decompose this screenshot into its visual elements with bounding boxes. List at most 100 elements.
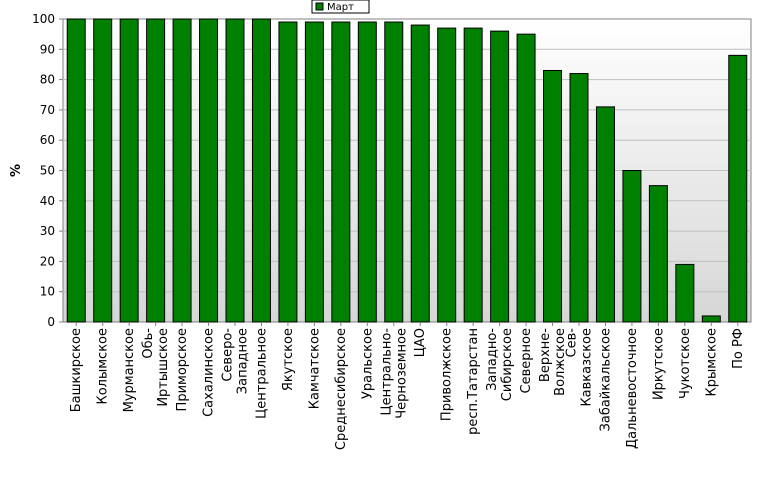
x-tick-label-line: Приморское [175,328,190,411]
x-tick-label: Забайкальское [598,328,613,431]
bar [648,185,668,323]
x-tick-label-line: Башкирское [69,328,84,412]
bar [278,21,298,323]
x-tick-label-line: Забайкальское [598,328,613,431]
x-tick-label: Приволжское [440,328,455,421]
bar [199,18,219,323]
x-tick-label: респ.Татарстан [466,328,481,435]
x-tick-label: Среднесибирское [334,328,349,450]
x-tick-label-line: Волжское [553,328,568,396]
x-tick-label: Крымское [704,328,719,397]
legend-label: Март [327,2,354,13]
y-tick-label: 40 [40,194,55,208]
bar [675,263,695,323]
x-tick-label: Верхне- Волжское [538,328,568,396]
bar [146,18,166,323]
x-tick-label-line: Уральское [360,328,375,399]
y-tick-label: 0 [47,315,55,329]
x-tick-label-line: Черноземное [394,328,409,419]
y-tick-label: 90 [40,42,55,56]
x-tick-label: Иркутское [651,328,666,400]
x-tick-label-line: респ.Татарстан [466,328,481,435]
bar [437,27,457,323]
x-tick-label: Северное [519,328,534,393]
bar [251,18,271,323]
bar [304,21,324,323]
legend-box [311,0,370,14]
x-tick-label-line: Центрально- [379,328,394,416]
y-tick-label: 70 [40,103,55,117]
y-tick-label: 10 [40,285,55,299]
x-axis-labels: Башкирское Колымское Мурманское Обь- Иртышск… [69,322,746,450]
x-tick-label: Центральное [254,328,269,419]
x-tick-label-line: Кавказское [580,328,595,407]
x-tick-label: Башкирское [69,328,84,412]
x-tick-label-line: Якутское [281,328,296,391]
y-tick-label: 30 [40,224,55,238]
x-tick-label: Якутское [281,328,296,391]
x-tick-label-line: Колымское [96,328,111,405]
x-tick-label: Сев- Кавказское [565,328,595,407]
bar [463,27,483,323]
x-tick-label: По РФ [731,328,746,369]
x-tick-label-line: Среднесибирское [334,328,349,450]
y-tick-label: 50 [40,164,55,178]
x-tick-label-line: Сибирское [500,328,515,401]
y-axis-ticks: 0 10 20 30 40 50 60 70 80 90 100 [32,12,63,329]
x-tick-label: Колымское [96,328,111,405]
x-tick-label-line: Верхне- [538,328,553,382]
legend-swatch [315,2,324,11]
x-tick-label-line: Обь- [141,328,156,359]
x-tick-label-line: Западное [236,328,251,394]
x-tick-label-line: Крымское [704,328,719,397]
x-tick-label-line: Мурманское [122,328,137,412]
x-tick-label: Дальневосточное [625,328,640,449]
y-tick-label: 80 [40,73,55,87]
bar [595,106,615,323]
x-tick-label-line: Сев- [565,328,580,358]
bar [728,54,748,323]
y-tick-label: 100 [32,12,55,26]
x-tick-label: Уральское [360,328,375,399]
bar [93,18,113,323]
bar [119,18,139,323]
x-tick-label-line: Приволжское [440,328,455,421]
x-tick-label-line: Северное [519,328,534,393]
x-tick-label-line: Центральное [254,328,269,419]
x-tick-label-line: Иртышское [156,328,171,407]
x-tick-label-line: Северо- [221,328,236,382]
bar [569,73,589,323]
x-tick-label: Чукотское [678,328,693,399]
x-tick-label-line: Сахалинское [202,328,217,417]
x-tick-label-line: Чукотское [678,328,693,399]
x-tick-label-line: ЦАО [413,328,428,357]
legend: Март [311,0,370,14]
bar [516,33,536,323]
bar [225,18,245,323]
bar [701,315,721,323]
bar [410,24,430,323]
x-tick-label-line: Западно- [485,328,500,391]
x-tick-label-line: Дальневосточное [625,328,640,449]
x-tick-label: Приморское [175,328,190,411]
bar [622,170,642,323]
x-tick-label: Сахалинское [202,328,217,417]
bar [357,21,377,323]
bar [172,18,192,323]
x-tick-label-line: Иркутское [651,328,666,400]
x-tick-label: Северо- Западное [221,328,251,395]
y-axis-title: % [9,164,24,177]
x-tick-label: Камчатское [307,328,322,409]
x-tick-label: Мурманское [122,328,137,412]
y-tick-label: 60 [40,133,55,147]
bar [66,18,86,323]
y-tick-label: 20 [40,254,55,268]
x-tick-label: ЦАО [413,328,428,357]
bars [66,18,748,323]
x-tick-label-line: По РФ [731,328,746,369]
x-tick-label-line: Камчатское [307,328,322,409]
x-tick-label: Западно- Сибирское [485,328,515,402]
bar [490,30,510,323]
x-tick-label: Центрально- Черноземное [379,328,409,419]
